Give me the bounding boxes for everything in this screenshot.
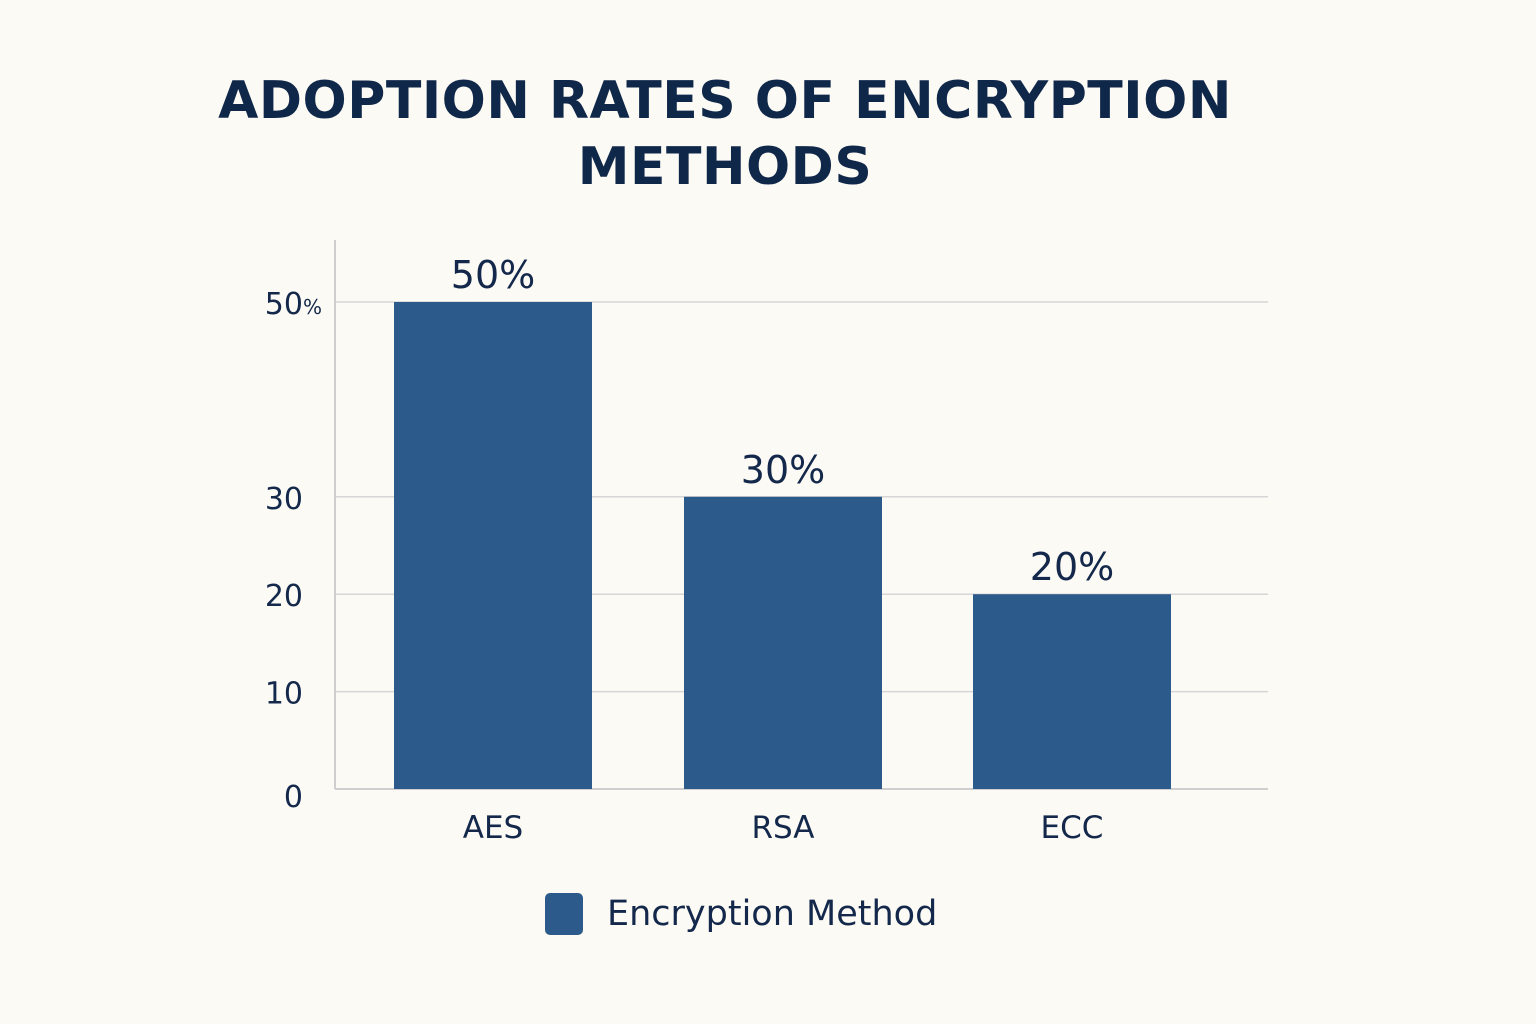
y-tick-label: 0 (284, 780, 303, 815)
legend-label: Encryption Method (607, 894, 938, 934)
y-tick-label: 20 (265, 579, 303, 614)
chart-title: ADOPTION RATES OF ENCRYPTION METHODS (160, 68, 1290, 200)
data-label: 20% (1030, 545, 1114, 589)
chart-title-line-1: ADOPTION RATES OF ENCRYPTION (218, 71, 1232, 131)
y-tick-labels: 0 10 20 30 50% (265, 287, 322, 815)
legend-swatch (545, 893, 583, 935)
bar-ecc (973, 594, 1171, 789)
x-tick-label: RSA (752, 810, 815, 846)
data-label: 50% (451, 253, 535, 297)
x-tick-labels: AES RSA ECC (463, 810, 1104, 846)
y-tick-label: 10 (265, 677, 303, 712)
data-label: 30% (741, 448, 825, 492)
x-tick-label: AES (463, 810, 523, 846)
bars (394, 302, 1171, 789)
y-tick-label: 30 (265, 482, 303, 517)
y-tick-label: 50% (265, 287, 322, 322)
legend: Encryption Method (545, 892, 937, 936)
data-labels: 50% 30% 20% (451, 253, 1114, 589)
chart-title-line-2: METHODS (577, 137, 873, 197)
bar-rsa (684, 496, 882, 789)
x-tick-label: ECC (1041, 810, 1104, 846)
bar-aes (394, 302, 592, 789)
